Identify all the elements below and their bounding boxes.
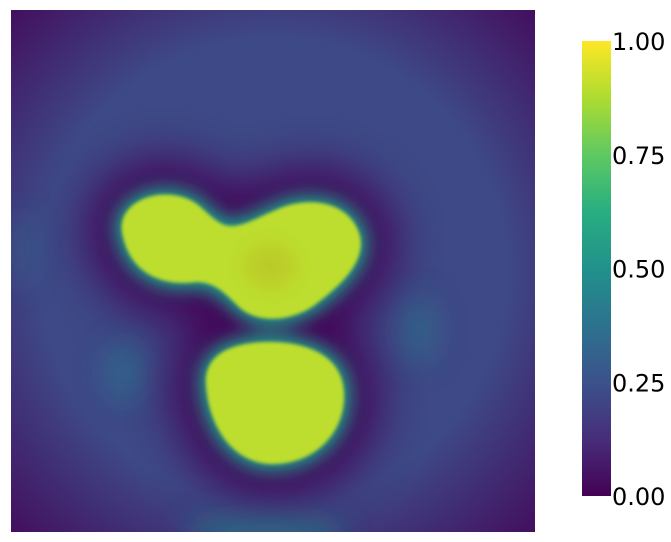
faint-patch-bottom [185, 514, 345, 532]
high-region-1 [121, 194, 361, 319]
faint-patch-edge [11, 210, 32, 290]
faint-patch-right [398, 296, 438, 364]
faint-patch-left [103, 342, 147, 402]
faint-patches [11, 210, 438, 532]
colorbar-tick-label: 0.00 [612, 483, 665, 511]
colorbar-tick-label: 0.25 [612, 369, 665, 397]
colorbar-ticks: 0.00 0.25 0.50 0.75 1.00 [612, 28, 665, 511]
colorbar-tick-label: 0.50 [612, 256, 665, 284]
high-region-2 [205, 342, 345, 465]
field-area [11, 10, 535, 532]
core-layer [121, 194, 361, 465]
colorbar [582, 41, 611, 496]
region-inner-spot [244, 244, 296, 288]
colorbar-tick-label: 0.75 [612, 142, 665, 170]
colorbar-tick-label: 1.00 [612, 28, 665, 56]
